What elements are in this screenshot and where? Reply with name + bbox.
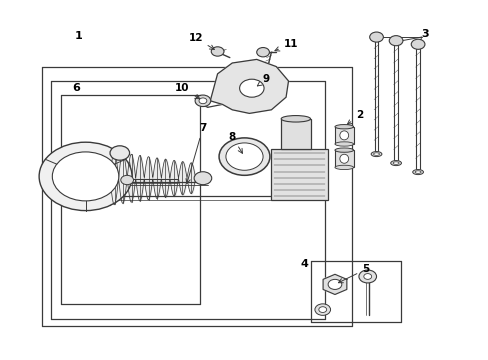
Circle shape: [358, 270, 376, 283]
Circle shape: [39, 142, 132, 211]
Ellipse shape: [390, 161, 401, 166]
Ellipse shape: [373, 153, 379, 156]
Circle shape: [256, 48, 269, 57]
Ellipse shape: [339, 154, 348, 163]
Circle shape: [199, 98, 206, 104]
Text: 2: 2: [346, 110, 362, 125]
Circle shape: [52, 152, 119, 201]
Circle shape: [369, 32, 383, 42]
Text: 12: 12: [188, 33, 214, 49]
Circle shape: [327, 279, 341, 289]
Text: 5: 5: [338, 264, 368, 283]
FancyBboxPatch shape: [334, 127, 353, 144]
Circle shape: [363, 274, 371, 279]
Circle shape: [194, 172, 211, 185]
Circle shape: [388, 36, 402, 46]
Circle shape: [219, 138, 269, 175]
Circle shape: [211, 47, 224, 56]
FancyBboxPatch shape: [271, 149, 327, 200]
Polygon shape: [210, 59, 288, 113]
Circle shape: [239, 79, 264, 97]
Polygon shape: [323, 274, 346, 294]
Ellipse shape: [334, 142, 353, 146]
Circle shape: [410, 39, 424, 49]
Circle shape: [110, 146, 129, 160]
Ellipse shape: [414, 171, 420, 173]
Circle shape: [195, 95, 210, 107]
Ellipse shape: [370, 152, 381, 157]
Ellipse shape: [412, 170, 423, 175]
Ellipse shape: [392, 162, 398, 164]
FancyBboxPatch shape: [334, 150, 353, 167]
Ellipse shape: [334, 165, 353, 170]
Ellipse shape: [281, 116, 310, 122]
Text: 4: 4: [300, 258, 307, 269]
Circle shape: [318, 307, 326, 312]
Text: 9: 9: [257, 74, 269, 86]
Text: 6: 6: [72, 83, 80, 93]
Circle shape: [314, 304, 330, 315]
Text: 8: 8: [228, 132, 242, 153]
FancyBboxPatch shape: [281, 119, 310, 149]
Circle shape: [225, 143, 263, 170]
Ellipse shape: [339, 131, 348, 140]
Ellipse shape: [334, 125, 353, 129]
Text: 11: 11: [274, 39, 298, 51]
Text: 7: 7: [185, 123, 206, 184]
Circle shape: [121, 175, 133, 185]
Ellipse shape: [334, 148, 353, 152]
Text: 10: 10: [175, 83, 199, 99]
Text: 1: 1: [74, 31, 82, 41]
Text: 3: 3: [421, 29, 428, 39]
